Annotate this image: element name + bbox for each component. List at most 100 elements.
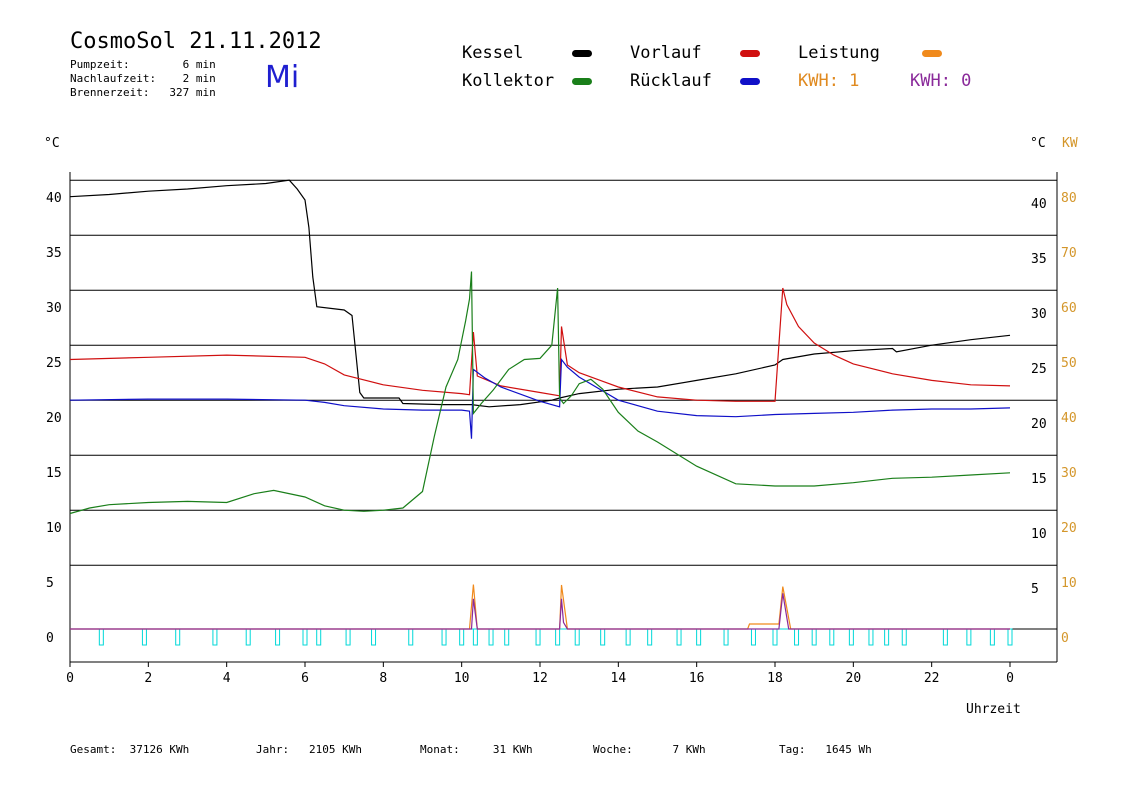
pump-pulse [942,628,948,646]
y-tick-left-label: 10 [46,521,62,536]
pump-pulse [245,628,251,646]
y-tick-right-kw-label: 20 [1061,521,1077,536]
pump-pulse [676,628,682,646]
pump-pulse [848,628,854,646]
pump-pulse [750,628,756,646]
pumpzeit-text: Pumpzeit: 6 min [70,58,216,71]
x-tick-label: 16 [689,671,705,686]
footer-jahr: Jahr: 2105 KWh [256,743,362,756]
pump-pulse [574,628,580,646]
legend-vorlauf-swatch [740,50,760,57]
y-tick-right-kw-label: 70 [1061,246,1077,261]
pump-pulse [829,628,835,646]
y-tick-right-c-label: 10 [1031,527,1047,542]
y-tick-right-c-label: 20 [1031,417,1047,432]
brennerzeit-text: Brennerzeit: 327 min [70,86,216,99]
pump-pulse [1007,628,1013,646]
x-tick-label: 6 [301,671,309,686]
pump-pulse [212,628,218,646]
y-tick-left-label: 5 [46,576,54,591]
x-tick-label: 4 [223,671,231,686]
pump-pulse [555,628,561,646]
x-tick-label: 20 [846,671,862,686]
y-tick-right-kw-label: 30 [1061,466,1077,481]
right-axis-unit-kw: KW [1062,136,1078,151]
pump-pulse [441,628,447,646]
y-tick-right-kw-label: 60 [1061,301,1077,316]
pump-pulse [966,628,972,646]
pump-pulse [141,628,147,646]
pump-pulse [472,628,478,646]
y-tick-right-kw-label: 10 [1061,576,1077,591]
pump-pulse [600,628,606,646]
legend-ruecklauf-swatch [740,78,760,85]
pump-pulse [175,628,181,646]
pump-pulse [647,628,653,646]
left-axis-unit: °C [44,136,60,151]
series-line-leistung [70,584,1010,630]
y-tick-right-kw-label: 50 [1061,356,1077,371]
series-line-vorlauf [69,287,1011,402]
legend-vorlauf-label: Vorlauf [630,43,702,63]
pump-pulse [535,628,541,646]
y-tick-left-label: 0 [46,631,54,646]
y-tick-left-label: 20 [46,411,62,426]
chart-title: CosmoSol 21.11.2012 [70,29,322,54]
series-line-kessel [69,179,1011,408]
x-tick-label: 14 [611,671,627,686]
nachlaufzeit-text: Nachlaufzeit: 2 min [70,72,216,85]
legend-leistung-label: Leistung [798,43,880,63]
series-line-kwh2 [70,593,1010,630]
legend-kollektor-label: Kollektor [462,71,555,91]
y-tick-left-label: 25 [46,356,62,371]
y-tick-left-label: 15 [46,466,62,481]
legend-kwh2-label: KWH: 0 [910,71,972,91]
y-tick-left-label: 30 [46,301,62,316]
footer-monat: Monat: 31 KWh [420,743,533,756]
x-tick-label: 18 [767,671,783,686]
x-tick-label: 0 [1006,671,1014,686]
x-tick-label: 2 [144,671,152,686]
y-tick-right-c-label: 30 [1031,307,1047,322]
y-tick-left-label: 40 [46,191,62,206]
footer-gesamt: Gesamt: 37126 KWh [70,743,190,756]
pump-pulse [459,628,465,646]
legend-ruecklauf-label: Rücklauf [630,71,712,91]
pump-pulse [696,628,702,646]
legend-kessel-swatch [572,50,592,57]
pump-pulse [811,628,817,646]
series-line-ruecklauf [69,357,1011,439]
y-tick-right-c-label: 15 [1031,472,1047,487]
footer-tag: Tag: 1645 Wh [779,743,872,756]
legend-kessel-label: Kessel [462,43,524,63]
pump-pulse [275,628,281,646]
y-tick-right-kw-label: 80 [1061,191,1077,206]
y-tick-right-c-label: 40 [1031,197,1047,212]
x-tick-label: 0 [66,671,74,686]
pump-pulse [884,628,890,646]
pump-pulse [98,628,104,646]
y-tick-right-kw-label: 0 [1061,631,1069,646]
pump-pulse [504,628,510,646]
right-axis-unit-celsius: °C [1030,136,1046,151]
x-tick-label: 10 [454,671,470,686]
series-line-kollektor [69,271,1011,515]
pump-pulse [371,628,377,646]
x-tick-label: 22 [924,671,940,686]
pump-pulse [345,628,351,646]
footer-woche: Woche: 7 KWh [593,743,706,756]
y-tick-right-c-label: 25 [1031,362,1047,377]
pump-pulse [989,628,995,646]
legend-kollektor-swatch [572,78,592,85]
pump-pulse [408,628,414,646]
pump-pulse [302,628,308,646]
pump-pulse [868,628,874,646]
pump-pulse [901,628,907,646]
pump-pulse [794,628,800,646]
legend-leistung-swatch [922,50,942,57]
legend-kwh1-label: KWH: 1 [798,71,860,91]
pump-pulse [772,628,778,646]
y-tick-right-c-label: 5 [1031,582,1039,597]
y-tick-right-c-label: 35 [1031,252,1047,267]
